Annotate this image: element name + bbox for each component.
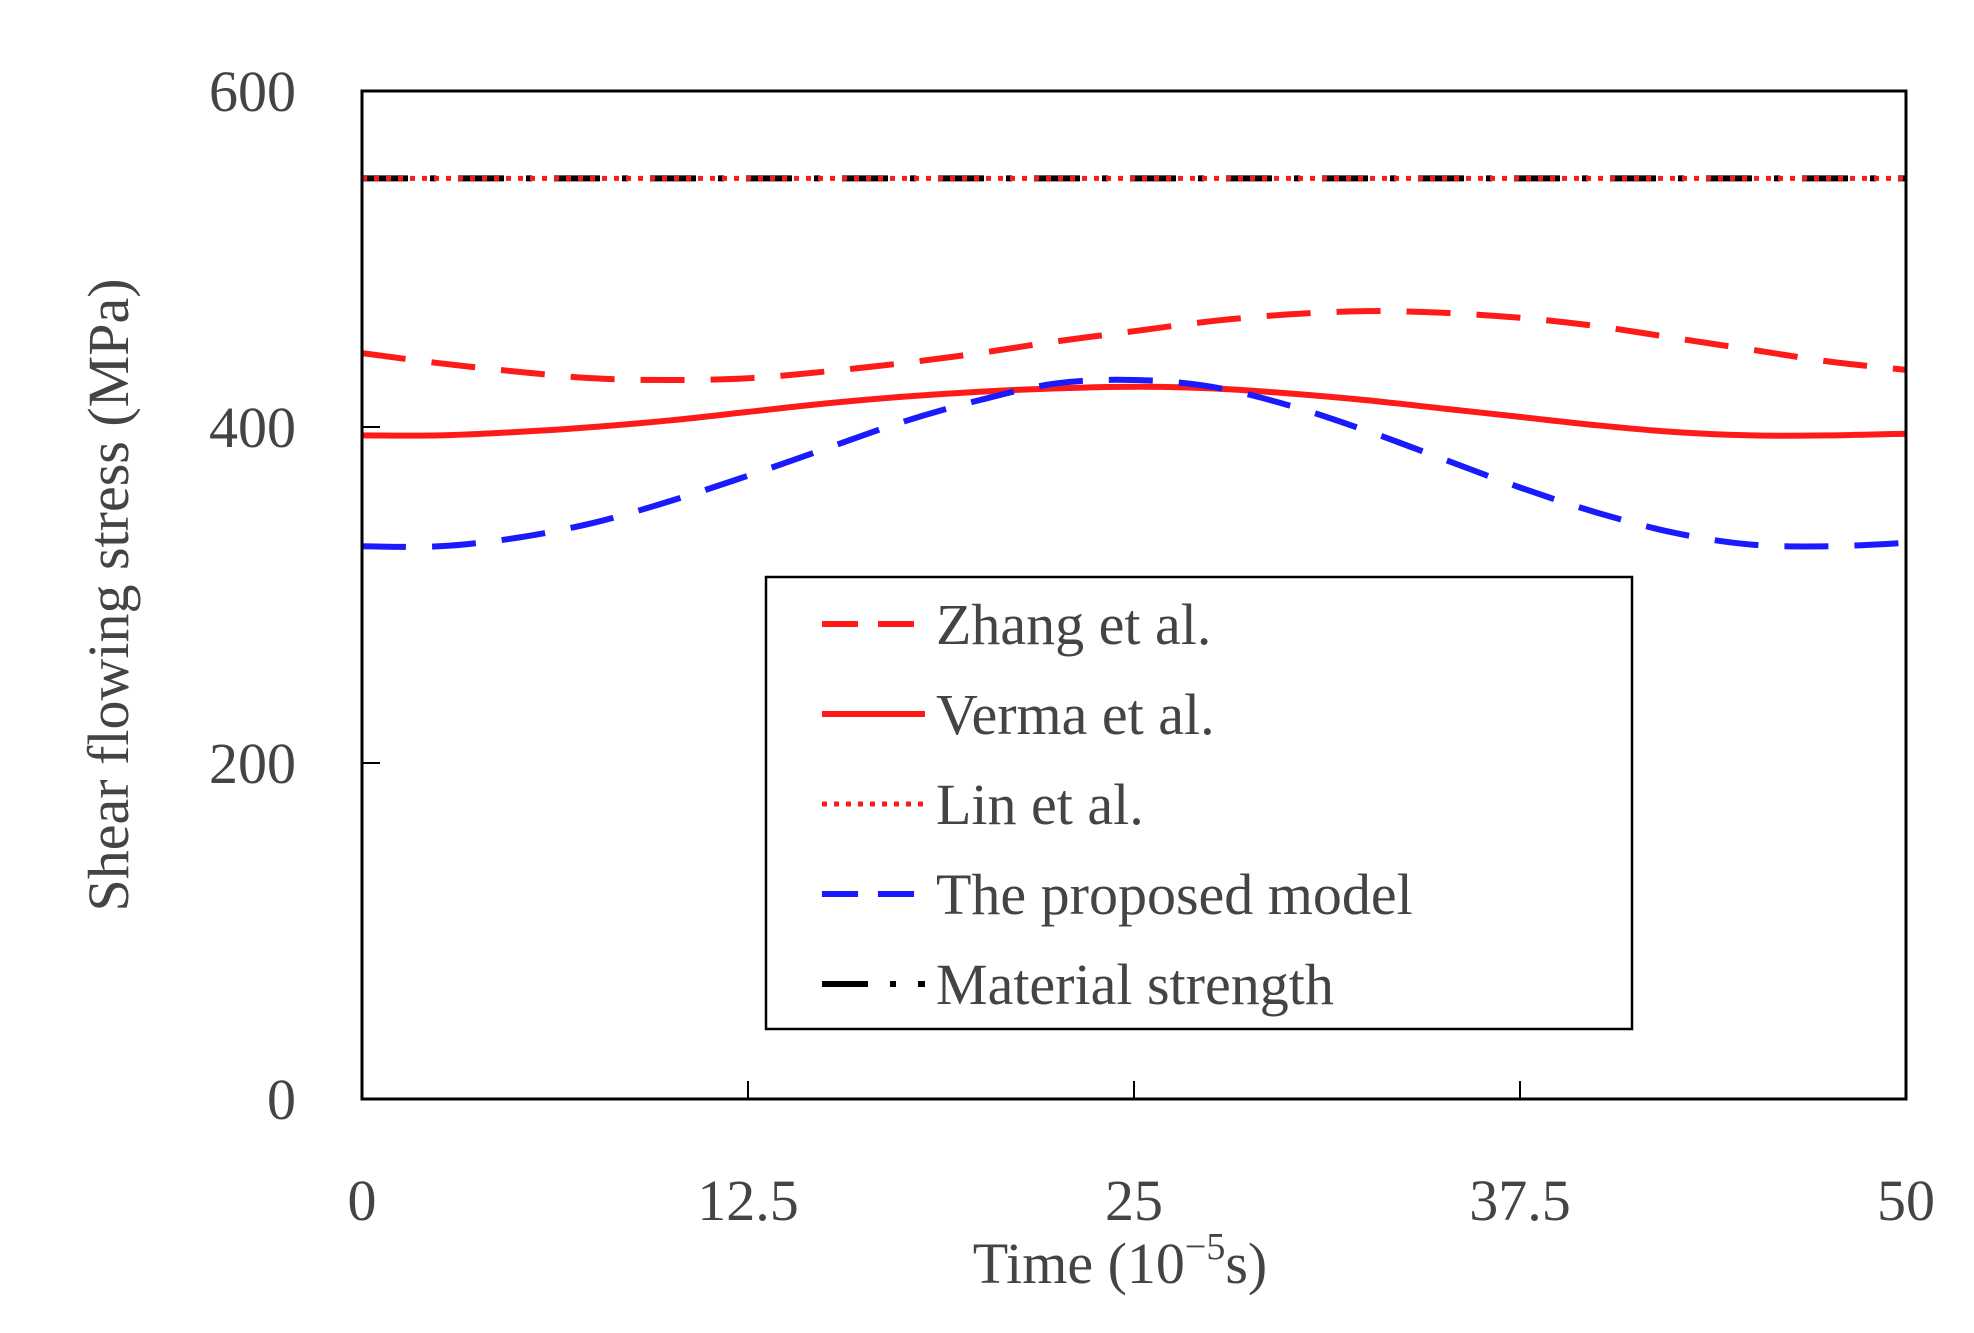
y-tick-label: 600: [209, 59, 296, 124]
ticks-layer: 0 12.5 25 37.5 50 0 200 400 600: [209, 59, 1935, 1233]
legend-label-zhang-et-al: Zhang et al.: [936, 592, 1211, 657]
legend-label-lin-et-al: Lin et al.: [936, 772, 1144, 837]
series-line-the-proposed-model: [361, 376, 1907, 550]
legend-label-material-strength: Material strength: [936, 952, 1334, 1017]
y-tick-label: 200: [209, 731, 296, 796]
x-tick-label: 25: [1105, 1168, 1163, 1233]
x-axis-title-unit: s): [1225, 1231, 1267, 1296]
series-layer: [361, 175, 1907, 550]
x-axis-title-exponent: −5: [1185, 1226, 1225, 1268]
x-axis-title-main: Time (10: [973, 1231, 1185, 1296]
series-line-verma-et-al: [361, 383, 1907, 439]
legend-label-verma-et-al: Verma et al.: [936, 682, 1215, 747]
series-line-zhang-et-al: [361, 308, 1907, 383]
x-tick-label: 0: [348, 1168, 377, 1233]
y-tick-label: 0: [267, 1067, 296, 1132]
legend-label-the-proposed-model: The proposed model: [936, 862, 1413, 927]
x-tick-label: 50: [1877, 1168, 1935, 1233]
x-tick-label: 37.5: [1469, 1168, 1571, 1233]
y-axis-title: Shear flowing stress (MPa): [76, 278, 141, 911]
x-axis-title: Time (10−5s): [973, 1226, 1268, 1296]
legend: Zhang et al. Verma et al. Lin et al. The pr…: [764, 575, 1634, 1031]
x-tick-label: 12.5: [697, 1168, 799, 1233]
y-tick-label: 400: [209, 395, 296, 460]
